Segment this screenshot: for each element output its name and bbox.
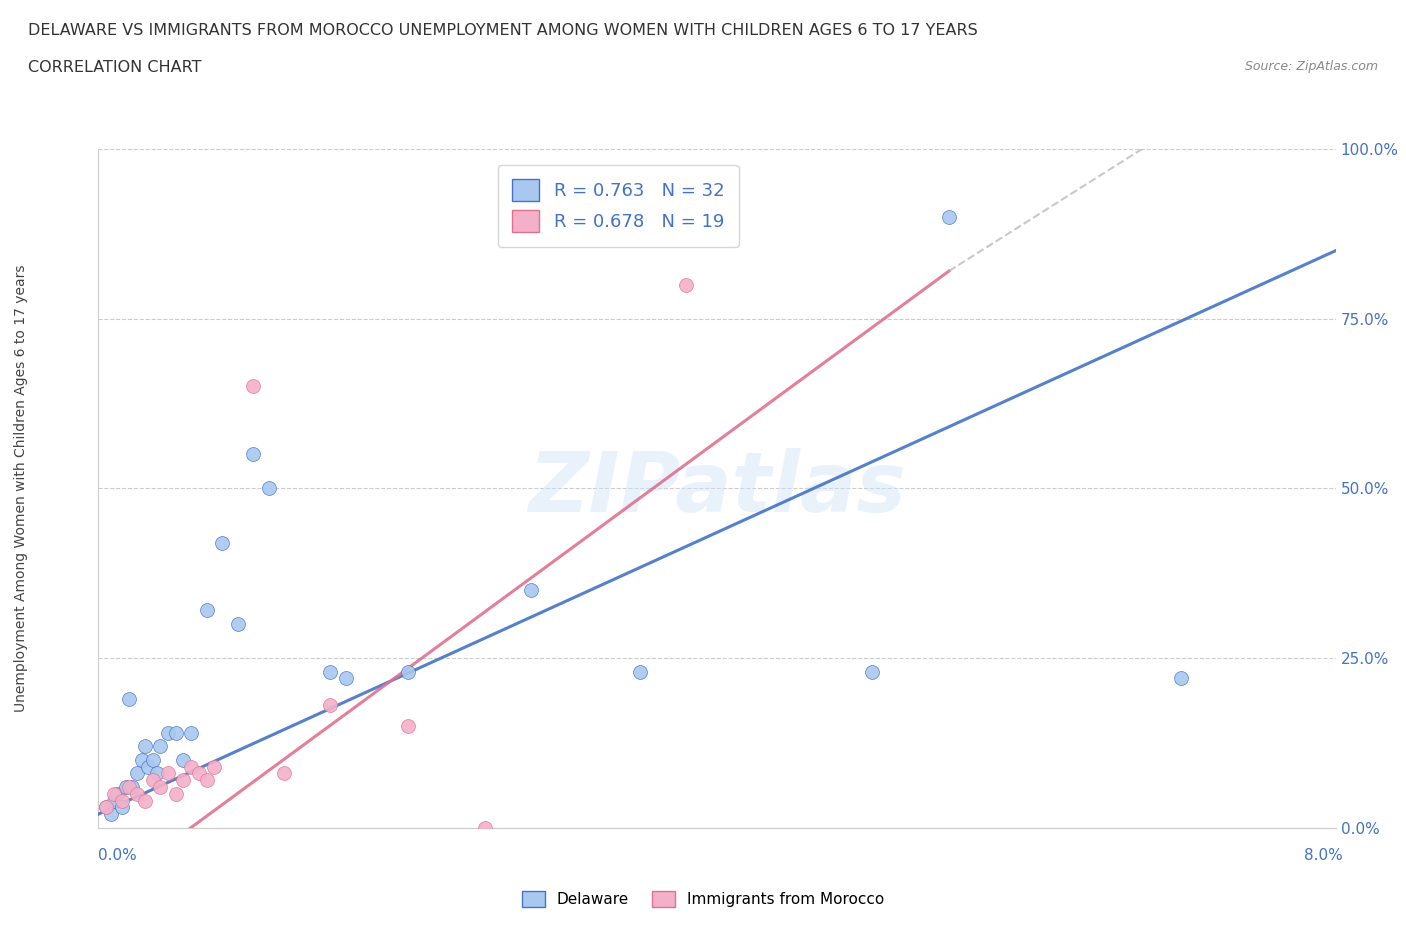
Text: 0.0%: 0.0% [98,848,138,863]
Point [319,698,342,713]
Point [146,766,169,781]
Point [103,793,125,808]
Point [96,800,118,815]
Text: DELAWARE VS IMMIGRANTS FROM MOROCCO UNEMPLOYMENT AMONG WOMEN WITH CHILDREN AGES : DELAWARE VS IMMIGRANTS FROM MOROCCO UNEM… [28,23,977,38]
Point [180,725,202,740]
Text: ZIPatlas: ZIPatlas [529,447,905,529]
Point [242,379,264,394]
Point [273,766,295,781]
Point [1170,671,1192,685]
Point [157,766,180,781]
Text: Unemployment Among Women with Children Ages 6 to 17 years: Unemployment Among Women with Children A… [14,264,28,712]
Point [149,738,172,753]
Point [520,582,543,598]
Point [149,779,172,794]
Point [127,787,149,802]
Point [938,209,960,224]
Point [172,752,194,767]
Point [204,759,226,774]
Text: CORRELATION CHART: CORRELATION CHART [28,60,201,75]
Point [195,773,218,788]
Legend: R = 0.763   N = 32, R = 0.678   N = 19: R = 0.763 N = 32, R = 0.678 N = 19 [498,165,738,246]
Point [127,766,149,781]
Point [396,718,419,733]
Point [105,787,128,802]
Point [96,800,118,815]
Point [628,664,651,679]
Point [335,671,357,685]
Point [111,800,132,815]
Point [474,820,496,835]
Point [118,691,141,706]
Text: 8.0%: 8.0% [1303,848,1343,863]
Point [211,535,233,550]
Point [111,793,132,808]
Point [675,277,697,292]
Point [226,617,249,631]
Point [860,664,883,679]
Point [242,446,264,461]
Point [188,766,211,781]
Legend: Delaware, Immigrants from Morocco: Delaware, Immigrants from Morocco [516,884,890,913]
Point [118,779,141,794]
Point [134,738,156,753]
Point [165,725,187,740]
Point [121,779,143,794]
Point [103,787,125,802]
Point [141,773,165,788]
Point [136,759,159,774]
Point [115,779,138,794]
Point [141,752,165,767]
Point [165,787,187,802]
Point [195,603,218,618]
Point [257,481,280,496]
Point [134,793,156,808]
Text: Source: ZipAtlas.com: Source: ZipAtlas.com [1244,60,1378,73]
Point [319,664,342,679]
Point [180,759,202,774]
Point [100,806,122,821]
Point [396,664,419,679]
Point [172,773,194,788]
Point [131,752,153,767]
Point [157,725,180,740]
